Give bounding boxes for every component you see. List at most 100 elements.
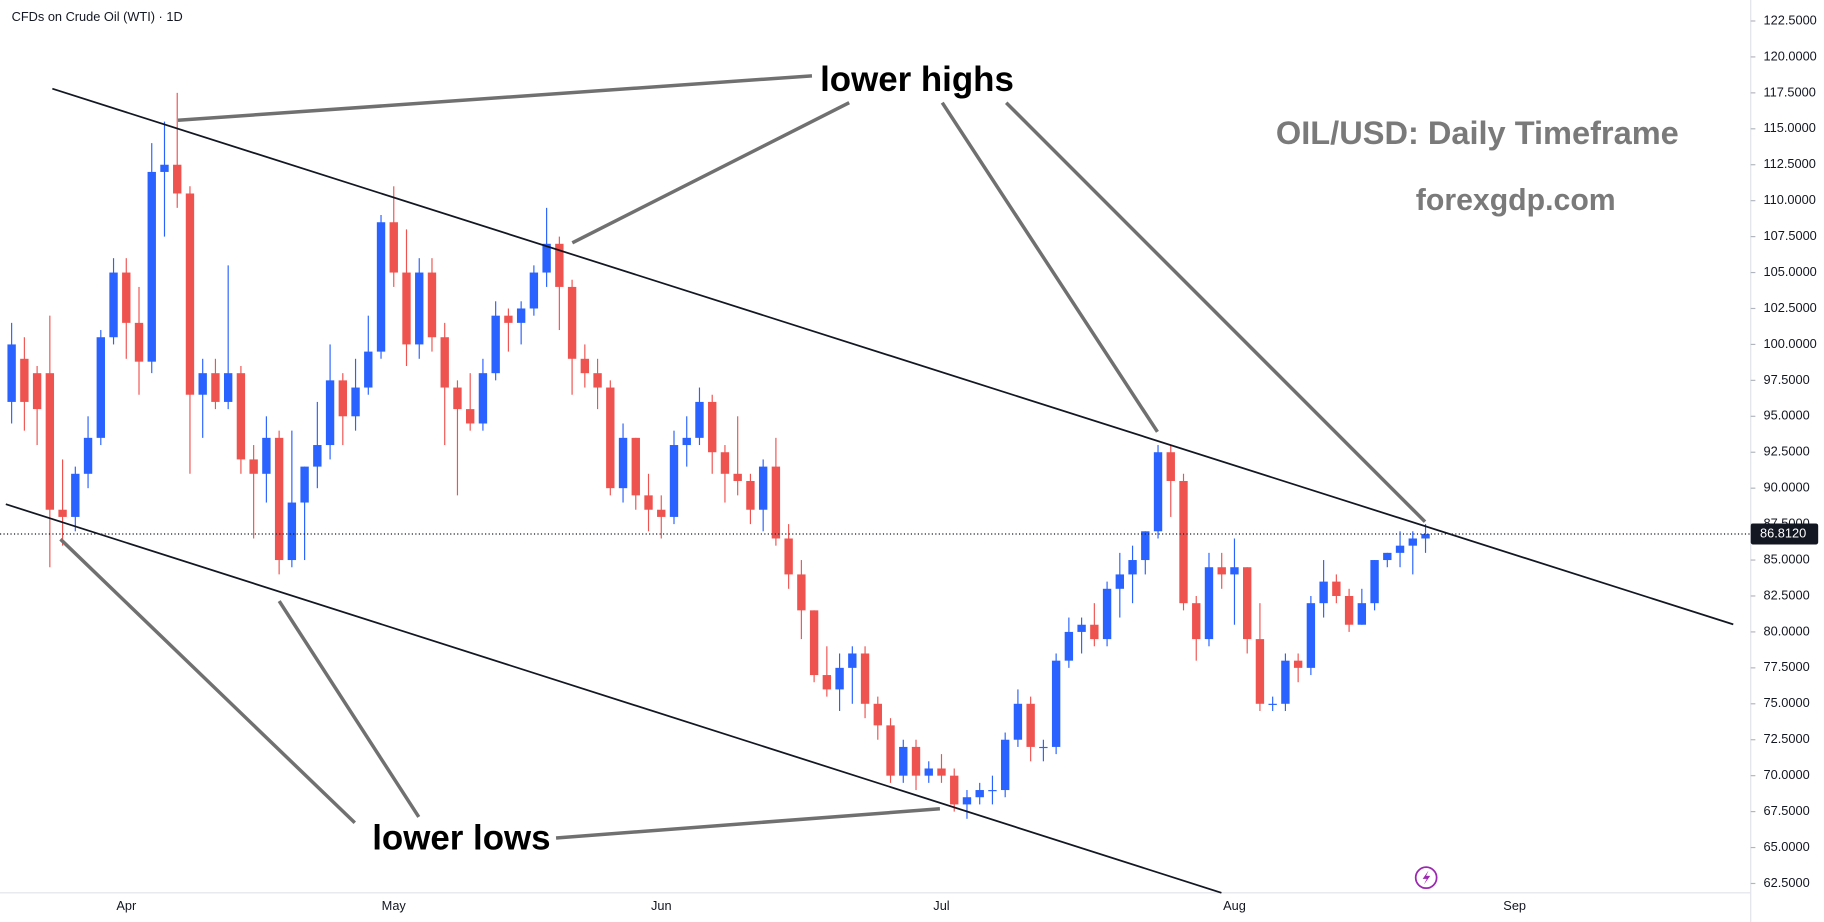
candle-body bbox=[746, 480, 755, 510]
y-tick-label: 95.0000 bbox=[1764, 408, 1810, 423]
candle-body bbox=[682, 437, 691, 446]
candle-body bbox=[7, 344, 16, 402]
y-tick-label: 72.5000 bbox=[1764, 731, 1810, 746]
candle-body bbox=[211, 373, 220, 402]
candle-body bbox=[96, 337, 105, 438]
annotation: lower highs bbox=[820, 60, 1014, 99]
candle-body bbox=[351, 387, 360, 417]
candle-body bbox=[389, 222, 398, 273]
candle-body bbox=[313, 445, 322, 467]
icon-ring bbox=[1414, 866, 1438, 890]
y-tick-label: 100.0000 bbox=[1764, 336, 1817, 351]
candle-body bbox=[402, 272, 411, 345]
candle-body bbox=[618, 437, 628, 489]
y-tick-label: 110.0000 bbox=[1764, 192, 1816, 207]
y-tick-label: 105.0000 bbox=[1764, 264, 1817, 279]
candle-body bbox=[45, 373, 55, 510]
x-tick-label: Jun bbox=[651, 898, 672, 913]
candle-body bbox=[733, 473, 742, 481]
y-tick-label: 117.5000 bbox=[1764, 84, 1816, 99]
candle-body bbox=[71, 473, 80, 517]
candle-body bbox=[580, 358, 590, 374]
candle-body bbox=[924, 768, 933, 776]
candle-body bbox=[516, 308, 526, 323]
candle-body bbox=[1293, 660, 1303, 668]
candle-body bbox=[134, 322, 144, 362]
candle-body bbox=[1102, 588, 1112, 640]
last-price-label: 86.8120 bbox=[1760, 525, 1806, 540]
candle-body bbox=[1383, 552, 1392, 561]
candle-body bbox=[771, 466, 781, 539]
plot bbox=[7, 92, 1430, 819]
y-tick-label: 70.0000 bbox=[1764, 767, 1810, 782]
candle-body bbox=[708, 401, 717, 453]
candle-body bbox=[415, 272, 424, 345]
candle-body bbox=[1357, 603, 1367, 625]
candle-body bbox=[1268, 703, 1277, 705]
candle-body bbox=[160, 164, 169, 172]
x-tick-label: Sep bbox=[1503, 898, 1526, 913]
candle-body bbox=[848, 653, 857, 668]
candle-body bbox=[542, 243, 551, 273]
candle-body bbox=[1408, 538, 1417, 546]
y-tick-label: 82.5000 bbox=[1764, 587, 1810, 602]
x-tick-label: Apr bbox=[116, 898, 137, 913]
candle-body bbox=[1064, 631, 1074, 661]
watermark-title: OIL/USD: Daily Timeframe bbox=[1276, 114, 1679, 151]
y-tick-label: 67.5000 bbox=[1764, 803, 1810, 818]
y-tick-label: 115.0000 bbox=[1764, 120, 1816, 135]
alert-icon bbox=[1414, 866, 1438, 890]
candle-body bbox=[1153, 452, 1163, 532]
candle-body bbox=[262, 437, 271, 474]
y-tick-label: 107.5000 bbox=[1764, 228, 1817, 243]
y-tick-label: 122.5000 bbox=[1764, 12, 1817, 27]
candle-body bbox=[1013, 703, 1023, 740]
candle-body bbox=[962, 797, 972, 805]
candle-body bbox=[1243, 567, 1252, 640]
candle-body bbox=[32, 373, 42, 410]
candle-body bbox=[899, 746, 908, 776]
candle-body bbox=[300, 466, 309, 503]
candle-body bbox=[109, 272, 118, 338]
candle-body bbox=[185, 193, 195, 395]
candle-body bbox=[1026, 703, 1035, 747]
y-tick-label: 62.5000 bbox=[1764, 875, 1810, 890]
upper-trendline bbox=[52, 87, 1734, 626]
candle-body bbox=[147, 171, 156, 362]
candle-body bbox=[567, 286, 577, 359]
leader-line bbox=[1004, 101, 1427, 523]
candle-body bbox=[822, 675, 832, 690]
candle-body bbox=[784, 538, 793, 575]
candle-body bbox=[1306, 603, 1316, 668]
candle-body bbox=[1230, 567, 1239, 575]
y-tick-label: 102.5000 bbox=[1764, 300, 1817, 315]
lower-trendline bbox=[5, 503, 1222, 894]
candle-body bbox=[504, 315, 513, 323]
candle-body bbox=[122, 272, 131, 323]
candle-body bbox=[198, 373, 207, 395]
candle-body bbox=[835, 667, 844, 690]
leader-line bbox=[277, 600, 421, 818]
candle-body bbox=[975, 790, 984, 798]
candle-body bbox=[911, 746, 921, 776]
candle-body bbox=[1421, 534, 1430, 539]
x-tick-label: Jul bbox=[933, 898, 949, 913]
candle-body bbox=[1128, 560, 1137, 575]
candle-body bbox=[274, 437, 284, 561]
candle-body bbox=[249, 459, 258, 474]
candle-body bbox=[440, 337, 449, 388]
candle-body bbox=[173, 164, 182, 194]
y-tick-label: 65.0000 bbox=[1764, 839, 1810, 854]
candle-body bbox=[937, 768, 946, 776]
candle-body bbox=[758, 466, 768, 510]
candle-body bbox=[1370, 560, 1379, 604]
candle-body bbox=[873, 703, 882, 726]
candle-body bbox=[886, 725, 895, 776]
candle-body bbox=[809, 610, 819, 676]
candle-body bbox=[695, 401, 704, 438]
x-tick-label: May bbox=[382, 898, 407, 913]
candle-body bbox=[1217, 567, 1226, 575]
chart-title: CFDs on Crude Oil (WTI) · 1D bbox=[12, 9, 183, 24]
candle-body bbox=[478, 373, 488, 424]
